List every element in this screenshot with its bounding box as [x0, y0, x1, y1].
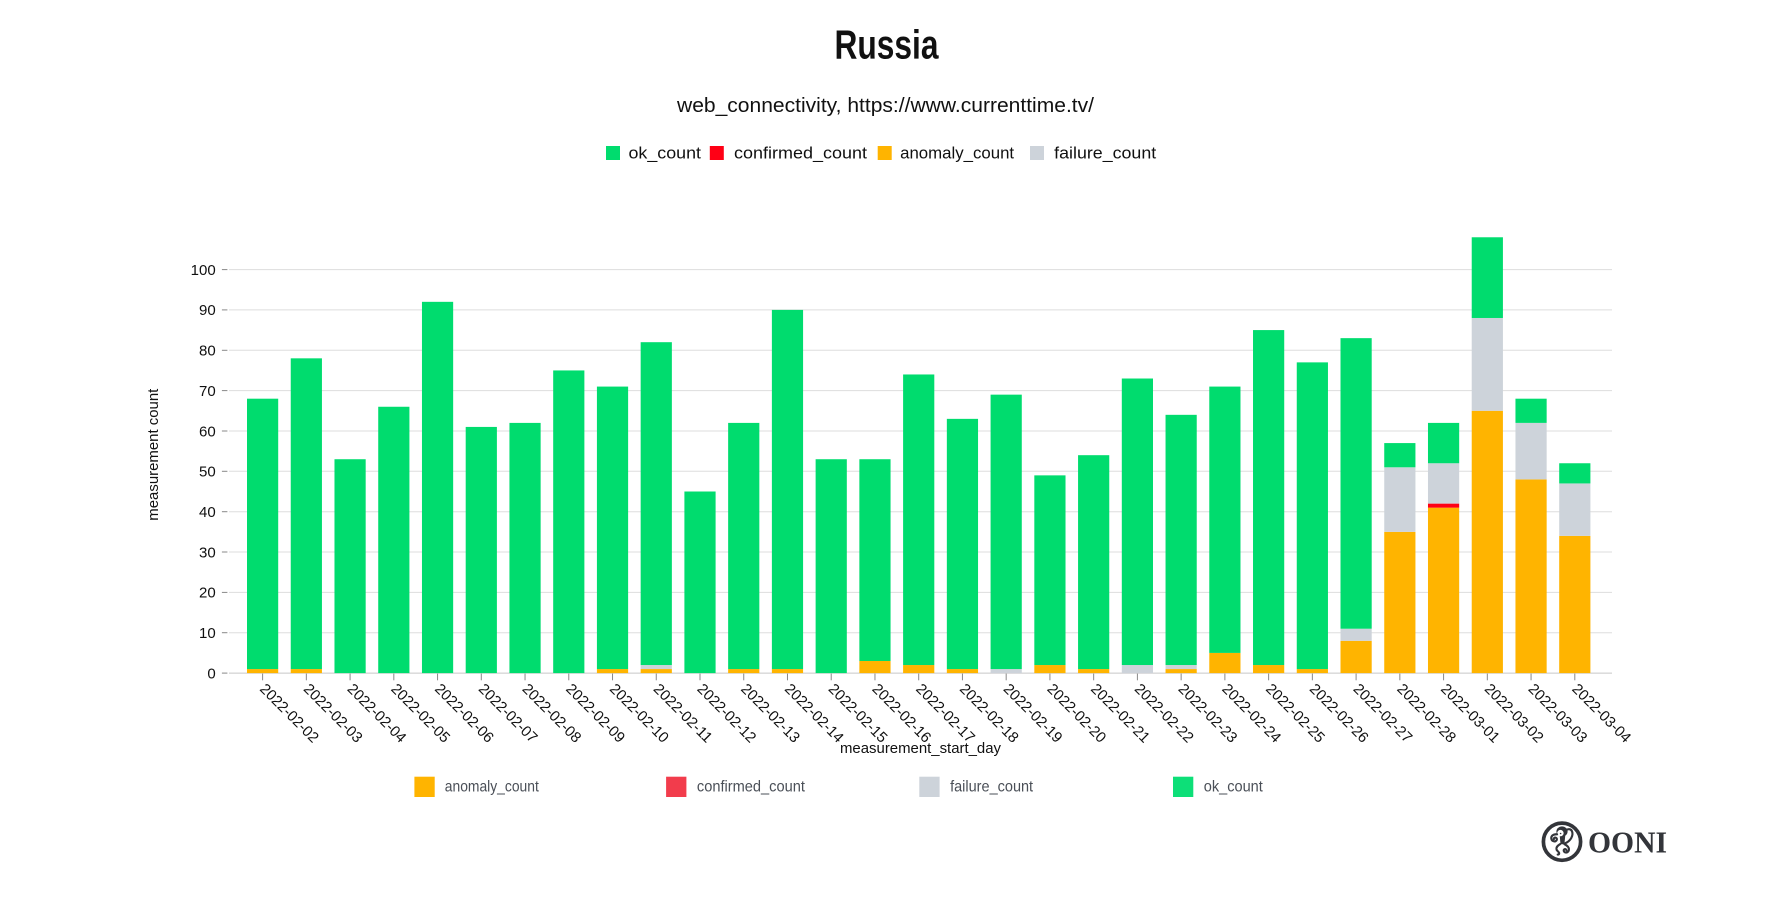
svg-text:Russia: Russia	[835, 22, 940, 68]
svg-text:measurement_start_day: measurement_start_day	[840, 740, 1001, 757]
svg-text:10: 10	[199, 625, 216, 642]
svg-text:40: 40	[199, 504, 216, 521]
svg-text:measurement count: measurement count	[145, 388, 162, 521]
svg-text:failure_count: failure_count	[950, 779, 1033, 796]
svg-text:30: 30	[199, 544, 216, 561]
svg-text:70: 70	[199, 383, 216, 400]
svg-text:anomaly_count: anomaly_count	[900, 144, 1014, 163]
svg-text:confirmed_count: confirmed_count	[697, 779, 805, 796]
svg-text:ok_count: ok_count	[629, 144, 702, 163]
svg-text:20: 20	[199, 585, 216, 602]
svg-text:0: 0	[207, 665, 215, 682]
svg-text:failure_count: failure_count	[1054, 144, 1156, 163]
svg-text:60: 60	[199, 423, 216, 440]
svg-text:web_connectivity, https://www.: web_connectivity, https://www.currenttim…	[676, 95, 1095, 117]
svg-text:ok_count: ok_count	[1204, 779, 1264, 796]
svg-text:80: 80	[199, 343, 216, 360]
svg-text:confirmed_count: confirmed_count	[734, 144, 867, 163]
svg-text:anomaly_count: anomaly_count	[445, 779, 539, 796]
svg-text:90: 90	[199, 302, 216, 319]
svg-text:50: 50	[199, 464, 216, 481]
svg-text:OONI: OONI	[1588, 824, 1667, 859]
svg-text:100: 100	[191, 262, 216, 279]
